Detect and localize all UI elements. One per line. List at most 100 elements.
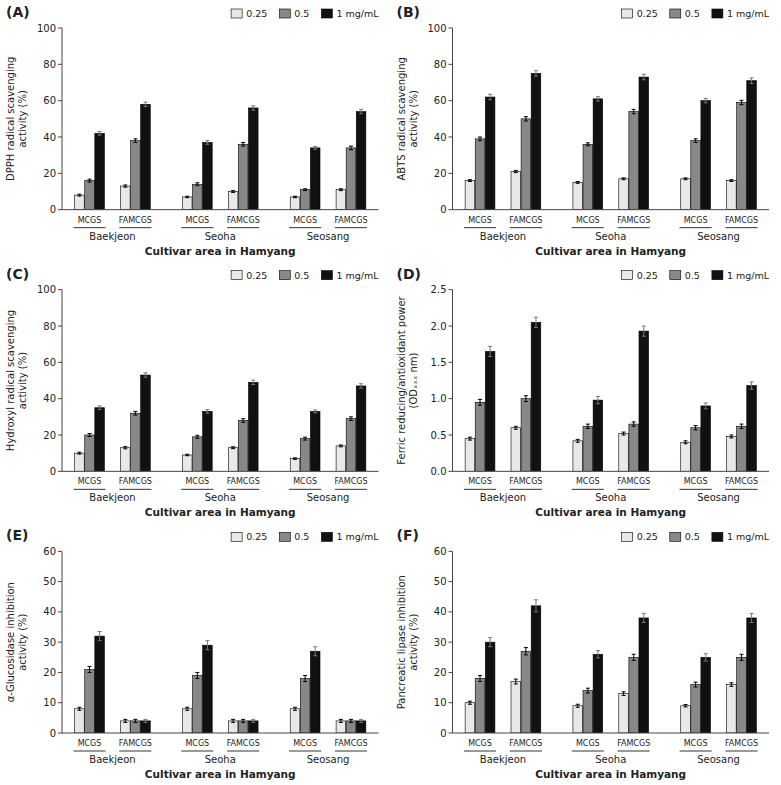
y-tick (58, 581, 62, 582)
y-tick (58, 642, 62, 643)
legend-label: 0.5 (685, 270, 700, 281)
legend-label: 0.5 (294, 531, 309, 542)
region-label: Baekjeon (480, 231, 526, 242)
legend-item: 1 mg/mL (321, 531, 379, 542)
error-bar (133, 411, 137, 415)
bar (485, 351, 495, 471)
y-tick (58, 611, 62, 612)
category-underline (618, 751, 650, 752)
bar (485, 642, 495, 733)
bar (465, 439, 475, 472)
bar (75, 453, 85, 471)
category-label: FAMCGS (617, 739, 650, 748)
y-tick-label: 0 (440, 728, 446, 739)
region-label: Seosang (697, 231, 740, 242)
error-bar (241, 719, 245, 722)
bar (511, 172, 521, 210)
error-bar (576, 704, 580, 707)
error-bar (293, 707, 297, 710)
panel-label: (D) (397, 266, 421, 282)
error-bar (77, 707, 81, 710)
y-tick (58, 551, 62, 552)
panel-label: (E) (6, 527, 28, 543)
bar (356, 112, 366, 210)
error-bar (514, 426, 518, 429)
bar (629, 657, 639, 733)
error-bar (729, 435, 733, 438)
error-bar (251, 719, 255, 722)
panel: 020406080100MCGSFAMCGSMCGSFAMCGSMCGSFAMC… (5, 266, 379, 519)
error-bar (684, 178, 688, 180)
error-bar (205, 141, 209, 145)
bar (95, 408, 105, 472)
bar (310, 411, 320, 471)
error-bar (586, 424, 590, 428)
category-underline (227, 227, 259, 228)
error-bar (750, 613, 754, 622)
y-tick (58, 362, 62, 363)
error-bar (468, 437, 472, 440)
error-bar (514, 170, 518, 172)
error-bar (750, 78, 754, 83)
bar (85, 181, 95, 210)
error-bar (622, 692, 626, 696)
bar (182, 197, 192, 210)
region-label: Seoha (205, 754, 236, 765)
error-bar (694, 426, 698, 430)
category-label: FAMCGS (725, 739, 758, 748)
bar (121, 448, 131, 472)
legend-swatch (231, 271, 242, 280)
error-bar (642, 613, 646, 622)
error-bar (293, 196, 297, 197)
y-tick-label: 100 (37, 284, 56, 295)
error-bar (349, 146, 353, 150)
category-label: MCGS (293, 477, 317, 486)
error-bar (478, 675, 482, 681)
error-bar (123, 447, 127, 449)
category-label: MCGS (468, 216, 492, 225)
bar (95, 636, 105, 733)
error-bar (98, 406, 102, 410)
error-bar (231, 191, 235, 193)
category-underline (725, 751, 757, 752)
error-bar (468, 180, 472, 182)
legend-swatch (231, 9, 242, 18)
error-bar (88, 434, 92, 437)
bar (737, 102, 747, 209)
bar (747, 386, 757, 472)
legend-label: 1 mg/mL (727, 531, 770, 542)
bar (681, 442, 691, 471)
bar (511, 428, 521, 472)
legend: 0.250.51 mg/mL (622, 8, 770, 19)
bars (465, 71, 756, 210)
error-bar (524, 396, 528, 402)
error-bar (576, 439, 580, 442)
category-underline (119, 489, 151, 490)
y-tick (449, 672, 453, 673)
error-bar (143, 373, 147, 377)
error-bar (77, 194, 81, 196)
bar (583, 691, 593, 733)
error-bar (642, 326, 646, 336)
bar (336, 190, 346, 210)
bar (248, 382, 258, 471)
error-bar (468, 701, 472, 704)
legend-label: 0.25 (637, 8, 658, 19)
category-label: FAMCGS (334, 477, 367, 486)
error-bar (488, 346, 492, 356)
error-bar (514, 679, 518, 684)
category-label: FAMCGS (617, 477, 650, 486)
legend-swatch (279, 9, 290, 18)
error-bar (729, 683, 733, 687)
bar (573, 441, 583, 472)
y-tick-label: 2.0 (431, 321, 447, 332)
legend-swatch (712, 9, 723, 18)
bar (521, 399, 531, 472)
y-tick (449, 173, 453, 174)
error-bar (622, 432, 626, 435)
bar (203, 142, 213, 209)
error-bar (133, 719, 137, 722)
legend-item: 0.25 (622, 270, 658, 281)
category-underline (572, 489, 604, 490)
bar (310, 651, 320, 733)
